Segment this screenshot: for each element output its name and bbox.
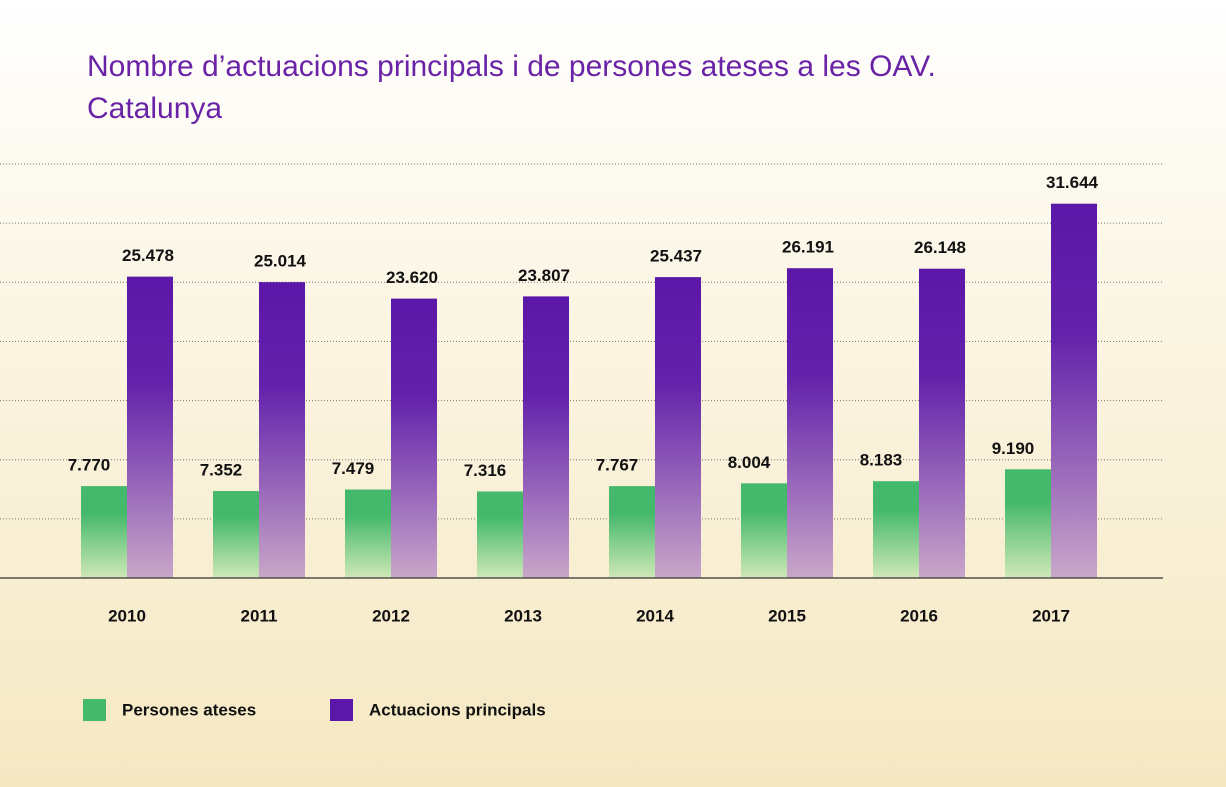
bar	[127, 276, 173, 578]
bar	[1005, 469, 1051, 578]
bar	[609, 486, 655, 578]
bar	[919, 268, 965, 578]
value-label: 23.807	[518, 266, 570, 285]
bar	[873, 481, 919, 578]
value-label: 26.148	[914, 238, 966, 257]
chart-title: Nombre d’actuacions principals i de pers…	[87, 50, 936, 83]
x-tick-label: 2017	[1032, 606, 1070, 625]
legend-swatch	[330, 699, 353, 721]
value-label: 7.479	[332, 459, 375, 478]
legend-swatch	[83, 699, 106, 721]
bar	[391, 298, 437, 578]
bar	[741, 483, 787, 578]
legend-label: Persones ateses	[122, 700, 256, 719]
value-label: 8.004	[728, 453, 771, 472]
value-label: 8.183	[860, 451, 903, 470]
bar	[1051, 203, 1097, 578]
x-tick-label: 2014	[636, 606, 674, 625]
x-tick-label: 2013	[504, 606, 542, 625]
x-tick-label: 2010	[108, 606, 146, 625]
value-label: 23.620	[386, 268, 438, 287]
x-tick-label: 2012	[372, 606, 410, 625]
value-label: 26.191	[782, 238, 834, 257]
bar	[655, 277, 701, 578]
legend-label: Actuacions principals	[369, 700, 546, 719]
value-label: 9.190	[992, 439, 1035, 458]
value-label: 31.644	[1046, 173, 1099, 192]
chart-title: Catalunya	[87, 92, 222, 125]
value-label: 7.352	[200, 461, 243, 480]
bar	[259, 282, 305, 578]
value-label: 25.478	[122, 246, 174, 265]
value-label: 25.437	[650, 247, 702, 266]
bar	[81, 486, 127, 578]
x-tick-label: 2015	[768, 606, 806, 625]
bar	[477, 491, 523, 578]
value-label: 25.014	[254, 252, 307, 271]
value-label: 7.767	[596, 456, 639, 475]
bar	[523, 296, 569, 578]
x-tick-label: 2011	[241, 606, 278, 625]
bar	[345, 489, 391, 578]
value-label: 7.770	[68, 456, 111, 475]
value-label: 7.316	[464, 461, 507, 480]
x-tick-label: 2016	[900, 606, 938, 625]
bar	[787, 268, 833, 578]
bar	[213, 491, 259, 578]
